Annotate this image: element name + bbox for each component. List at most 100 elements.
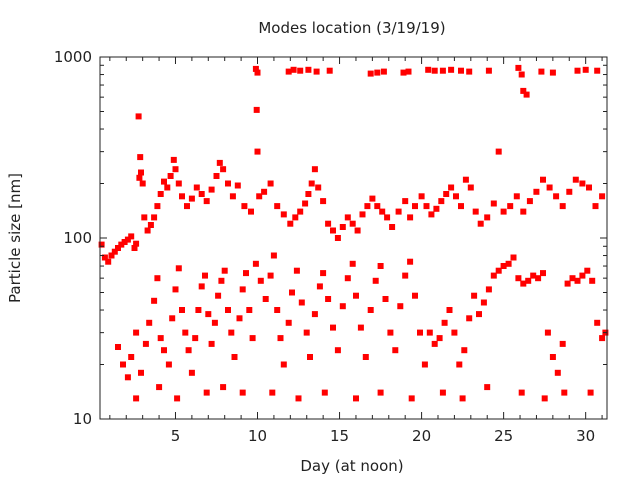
data-point: [192, 335, 199, 342]
data-point: [101, 254, 108, 261]
data-point: [485, 67, 492, 74]
data-point: [372, 277, 379, 284]
x-tick-label: 25: [494, 427, 513, 445]
data-point: [231, 354, 238, 360]
data-point: [252, 65, 259, 72]
data-point: [549, 69, 556, 76]
x-tick-label: 30: [576, 427, 595, 445]
data-point: [270, 252, 277, 259]
data-point: [115, 344, 121, 350]
data-point: [402, 198, 409, 205]
data-point: [137, 154, 144, 161]
data-point: [154, 203, 161, 210]
data-point: [203, 198, 210, 205]
data-point: [142, 340, 149, 347]
data-point: [311, 166, 318, 173]
data-point: [254, 148, 261, 155]
data-point: [408, 395, 415, 402]
data-point: [423, 203, 430, 210]
data-point: [574, 67, 581, 74]
data-point: [428, 211, 435, 218]
data-point: [599, 193, 606, 200]
data-point: [599, 335, 606, 342]
data-point: [402, 272, 409, 279]
data-point: [367, 307, 374, 313]
data-point: [513, 193, 520, 200]
data-point: [505, 260, 512, 267]
data-point: [495, 267, 502, 274]
data-point: [303, 329, 310, 336]
data-point: [431, 340, 438, 347]
data-point: [541, 395, 548, 402]
plot-frame: [99, 56, 608, 420]
x-tick-label: 10: [248, 427, 267, 445]
data-point: [566, 188, 573, 195]
data-point: [510, 254, 517, 261]
data-point: [307, 354, 313, 360]
data-point: [354, 227, 361, 234]
data-point: [520, 208, 527, 215]
data-point: [456, 361, 463, 368]
data-point: [441, 319, 448, 326]
data-point: [549, 354, 556, 360]
data-point: [120, 361, 126, 368]
data-point: [436, 335, 443, 342]
data-point: [211, 319, 218, 326]
data-point: [431, 67, 438, 74]
data-points-layer: [98, 64, 609, 402]
data-point: [305, 191, 312, 197]
data-point: [553, 193, 560, 200]
data-point: [412, 292, 418, 299]
data-point: [225, 307, 231, 313]
data-point: [202, 272, 208, 279]
data-point: [369, 195, 376, 202]
data-point: [353, 395, 359, 402]
data-point: [535, 275, 542, 282]
y-tick-label: 10: [73, 410, 92, 428]
data-point: [330, 227, 336, 234]
data-point: [461, 347, 468, 354]
data-point: [239, 286, 246, 293]
data-point: [448, 66, 455, 73]
data-point: [280, 361, 287, 368]
data-point: [151, 214, 158, 221]
data-point: [339, 224, 346, 230]
data-point: [582, 66, 589, 73]
data-point: [108, 252, 115, 259]
data-point: [195, 307, 202, 313]
x-tick-label: 5: [171, 427, 181, 445]
data-point: [569, 275, 576, 282]
data-point: [353, 292, 359, 299]
data-point: [325, 296, 332, 302]
data-point: [252, 260, 259, 267]
data-point: [439, 389, 446, 396]
data-point: [530, 272, 537, 279]
data-point: [98, 241, 105, 248]
data-point: [165, 361, 172, 368]
data-point: [525, 277, 532, 284]
data-point: [520, 280, 527, 287]
data-point: [225, 180, 231, 187]
data-point: [594, 319, 601, 326]
data-point: [156, 384, 163, 391]
data-point: [164, 184, 171, 191]
data-point: [292, 214, 299, 221]
data-point: [274, 307, 281, 313]
data-point: [426, 329, 433, 336]
data-point: [141, 214, 148, 221]
data-point: [344, 214, 351, 221]
data-point: [334, 347, 341, 354]
data-point: [290, 66, 297, 73]
data-point: [587, 389, 594, 396]
data-point: [308, 180, 315, 187]
data-point: [161, 347, 167, 354]
data-point: [293, 267, 300, 274]
data-point: [248, 208, 254, 215]
data-point: [297, 67, 304, 74]
data-point: [389, 224, 396, 230]
axis-ticks-layer: 5 10 15 20 25 30 10 100 1000: [54, 48, 607, 445]
data-point: [453, 193, 459, 200]
data-point: [157, 335, 164, 342]
data-point: [229, 193, 236, 200]
